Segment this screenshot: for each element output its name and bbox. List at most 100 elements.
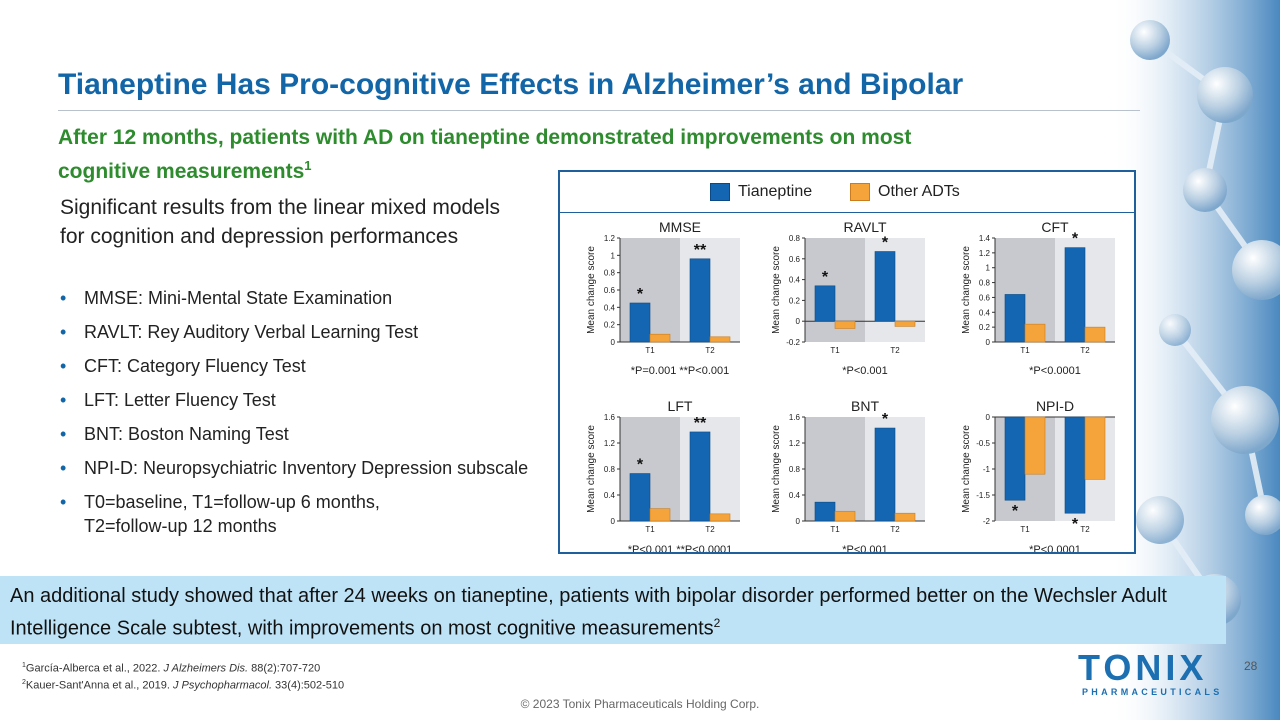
y-tick-label-npi-d: -1.5	[976, 491, 990, 500]
y-tick-label-npi-d: 0	[986, 413, 991, 422]
reference-mark: 1	[22, 662, 26, 669]
y-tick-label-lft: 0.4	[604, 491, 616, 500]
p-value-note-ravlt: *P<0.001	[842, 365, 888, 377]
intro-text: Significant results from the linear mixe…	[60, 196, 501, 248]
y-tick-label-ravlt: 0.6	[789, 255, 801, 264]
logo-wordmark: TONIX	[1078, 647, 1208, 688]
bar-bnt-t1-tianeptine	[814, 501, 836, 522]
chart-title-ravlt: RAVLT	[843, 219, 886, 235]
legend-label-other-adts: Other ADTs	[878, 183, 960, 200]
y-axis-label-bnt: Mean change score	[771, 425, 782, 513]
bar-bnt-t2-tianeptine	[874, 427, 896, 522]
list-item-text: RAVLT: Rey Auditory Verbal Learning Test	[84, 322, 419, 342]
bar-ravlt-t2-other-adts	[894, 320, 916, 327]
bar-cft-t1-tianeptine	[1004, 294, 1026, 343]
significance-marker-ravlt: *	[822, 269, 829, 286]
bar-npi-d-t1-other-adts	[1024, 416, 1046, 475]
chart-title-npi-d: NPI-D	[1036, 398, 1074, 414]
p-value-note-cft: *P<0.0001	[1029, 365, 1081, 377]
bar-lft-t2-tianeptine	[689, 431, 711, 522]
reference-details: 33(4):502-510	[272, 679, 345, 692]
references: 1García-Alberca et al., 2022. J Alzheime…	[22, 659, 344, 692]
list-item-text: T0=baseline, T1=follow-up 6 months, T2=f…	[84, 492, 380, 536]
bar-lft-t1-other-adts	[649, 508, 671, 522]
significance-marker-lft: **	[694, 415, 707, 432]
reference-details: 88(2):707-720	[248, 662, 321, 675]
bar-mmse-t1-other-adts	[649, 333, 671, 343]
tonix-logo: TONIX PHARMACEUTICALS	[1078, 647, 1219, 698]
y-tick-label-cft: 1	[986, 264, 991, 273]
bar-npi-d-t2-tianeptine	[1064, 416, 1086, 514]
y-tick-label-lft: 0	[611, 517, 616, 526]
y-tick-label-bnt: 0.4	[789, 491, 801, 500]
x-tick-label-bnt: T2	[890, 525, 900, 534]
bipolar-study-banner: An additional study showed that after 24…	[0, 576, 1226, 644]
legend-swatch-tianeptine	[710, 183, 730, 201]
subtitle: After 12 months, patients with AD on tia…	[58, 124, 998, 186]
significance-marker-mmse: **	[694, 242, 707, 259]
title-divider	[58, 110, 1140, 111]
bar-cft-t2-other-adts	[1084, 326, 1106, 343]
y-tick-label-npi-d: -0.5	[976, 439, 990, 448]
legend-label-tianeptine: Tianeptine	[738, 183, 813, 200]
significance-marker-lft: *	[637, 457, 644, 474]
y-tick-label-cft: 0.6	[979, 293, 991, 302]
y-tick-label-mmse: 0	[611, 338, 616, 347]
x-tick-label-npi-d: T2	[1080, 525, 1090, 534]
significance-marker-mmse: *	[637, 286, 644, 303]
y-tick-label-cft: 0	[986, 338, 991, 347]
y-tick-label-ravlt: 0.8	[789, 234, 801, 243]
y-tick-label-mmse: 0.4	[604, 303, 616, 312]
bar-npi-d-t2-other-adts	[1084, 416, 1106, 480]
y-axis-label-npi-d: Mean change score	[961, 425, 972, 513]
y-tick-label-mmse: 1	[611, 251, 616, 260]
x-tick-label-mmse: T2	[705, 346, 715, 355]
y-tick-label-npi-d: -1	[983, 465, 991, 474]
x-tick-label-ravlt: T2	[890, 346, 900, 355]
y-axis-label-lft: Mean change score	[586, 425, 597, 513]
significance-marker-npi-d: *	[1072, 516, 1079, 533]
reference-journal: J Psychopharmacol.	[172, 679, 272, 692]
significance-marker-cft: *	[1072, 231, 1079, 248]
x-tick-label-cft: T2	[1080, 346, 1090, 355]
bar-ravlt-t2-tianeptine	[874, 251, 896, 322]
significance-marker-ravlt: *	[882, 235, 889, 252]
list-item: CFT: Category Fluency Test	[60, 354, 530, 378]
list-item: NPI-D: Neuropsychiatric Inventory Depres…	[60, 456, 530, 480]
subtitle-text: After 12 months, patients with AD on tia…	[58, 126, 912, 183]
copyright: © 2023 Tonix Pharmaceuticals Holding Cor…	[520, 697, 760, 711]
reference-journal: J Alzheimers Dis.	[163, 662, 249, 675]
bar-npi-d-t1-tianeptine	[1004, 416, 1026, 501]
abbreviation-list: MMSE: Mini-Mental State Examination RAVL…	[60, 286, 530, 548]
reference-2: 2Kauer-Sant'Anna et al., 2019. J Psychop…	[22, 676, 344, 693]
y-tick-label-cft: 0.2	[979, 323, 991, 332]
banner-text: An additional study showed that after 24…	[10, 585, 1167, 640]
x-tick-label-ravlt: T1	[830, 346, 840, 355]
bar-ravlt-t1-tianeptine	[814, 285, 836, 322]
p-value-note-mmse: *P=0.001 **P<0.001	[631, 365, 729, 377]
y-tick-label-cft: 0.4	[979, 308, 991, 317]
bar-bnt-t2-other-adts	[894, 512, 916, 522]
bar-lft-t1-tianeptine	[629, 473, 651, 522]
y-tick-label-ravlt: -0.2	[786, 338, 800, 347]
x-tick-label-cft: T1	[1020, 346, 1030, 355]
y-tick-label-npi-d: -2	[983, 517, 991, 526]
chart-title-bnt: BNT	[851, 398, 879, 414]
significance-marker-bnt: *	[882, 411, 889, 428]
x-tick-label-lft: T2	[705, 525, 715, 534]
y-tick-label-bnt: 1.6	[789, 413, 801, 422]
p-value-note-lft: *P<0.001 **P<0.0001	[628, 544, 733, 552]
page-number: 28	[1244, 659, 1258, 673]
list-item-text: NPI-D: Neuropsychiatric Inventory Depres…	[84, 458, 529, 478]
y-tick-label-lft: 1.6	[604, 413, 616, 422]
bar-mmse-t2-other-adts	[709, 336, 731, 343]
list-item: T0=baseline, T1=follow-up 6 months, T2=f…	[60, 490, 530, 538]
y-tick-label-bnt: 1.2	[789, 439, 801, 448]
legend-item-tianeptine: Tianeptine	[710, 182, 812, 202]
list-item: BNT: Boston Naming Test	[60, 422, 530, 446]
list-item-text: CFT: Category Fluency Test	[84, 356, 306, 376]
subtitle-footnote-mark: 1	[304, 158, 312, 173]
reference-authors: García-Alberca et al., 2022.	[25, 662, 164, 675]
y-tick-label-cft: 0.8	[979, 279, 991, 288]
bar-ravlt-t1-other-adts	[834, 320, 856, 329]
